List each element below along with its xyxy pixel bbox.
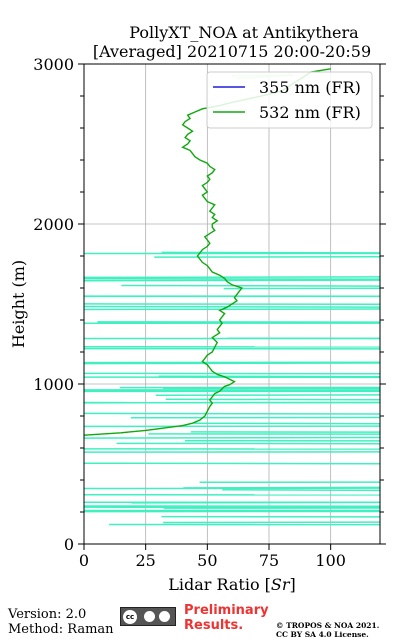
noise-spike: [83, 462, 381, 465]
series-layer: [83, 68, 331, 436]
noise-spike: [83, 412, 381, 415]
noise-spike: [83, 276, 381, 279]
y-tick-label: 1000: [33, 375, 74, 394]
legend-box: [206, 71, 373, 129]
preliminary-line2: Results.: [184, 618, 244, 633]
legend-label-355nm: 355 nm (FR): [259, 78, 361, 97]
method-label: Method: Raman: [8, 622, 114, 637]
noise-layer: [83, 74, 381, 526]
noise-spike: [83, 362, 381, 365]
preliminary-notice: Preliminary Results.: [184, 603, 269, 633]
y-tick-label: 0: [64, 535, 74, 554]
legend-label-532nm: 532 nm (FR): [259, 103, 361, 122]
noise-spike: [83, 279, 381, 282]
y-tick-label: 2000: [33, 215, 74, 234]
noise-spike: [121, 284, 381, 287]
by-icon: [144, 611, 155, 622]
legend: 355 nm (FR) 532 nm (FR): [206, 71, 373, 129]
y-axis-label: Height (m): [9, 260, 28, 348]
x-tick-label: 75: [259, 551, 279, 570]
noise-spike: [222, 489, 381, 492]
series-line-532nm: [83, 68, 331, 436]
x-axis-label: Lidar Ratio [Sr]: [168, 575, 296, 594]
version-label: Version: 2.0: [8, 607, 87, 622]
x-tick-label: 0: [79, 551, 89, 570]
y-tick-label: 3000: [33, 55, 74, 74]
plot-frame: [83, 63, 381, 545]
noise-spike: [83, 436, 381, 439]
cc-icon: cc: [123, 610, 137, 624]
copyright-line1: © TROPOS & NOA 2021.: [276, 621, 380, 630]
noise-spike: [161, 251, 381, 254]
cc-license-badge: cc: [120, 607, 176, 626]
sa-icon: [159, 611, 170, 622]
copyright-line2: CC BY SA 4.0 License.: [276, 630, 369, 639]
noise-spike: [83, 305, 381, 308]
noise-spike: [183, 486, 381, 489]
noise-spike: [83, 389, 381, 392]
chart-title-line1: PollyXT_NOA at Antikythera: [129, 23, 359, 42]
x-tick-label: 100: [315, 551, 346, 570]
chart-title-line2: [Averaged] 20210715 20:00-20:59: [93, 42, 371, 61]
x-tick-label: 50: [197, 551, 217, 570]
x-tick-label: 25: [135, 551, 155, 570]
copyright-notice: © TROPOS & NOA 2021. CC BY SA 4.0 Licens…: [276, 621, 379, 639]
preliminary-line1: Preliminary: [184, 603, 269, 618]
